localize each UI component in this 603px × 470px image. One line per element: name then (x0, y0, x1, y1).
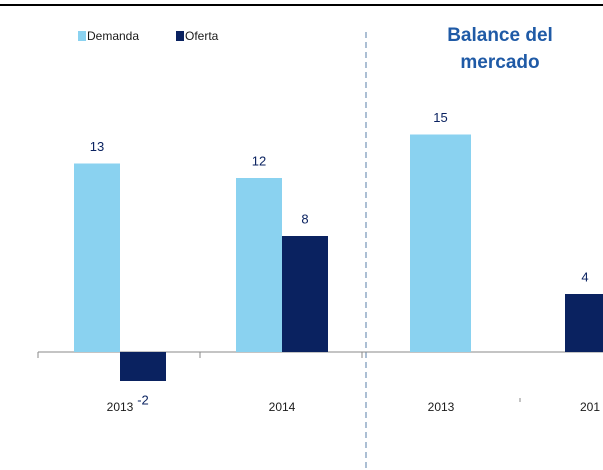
chart-title: Balance del mercado (447, 25, 553, 73)
legend-swatch (176, 31, 184, 41)
legend-label: Demanda (87, 29, 139, 43)
x-tick-label: 2013 (428, 400, 455, 414)
bar (74, 163, 120, 352)
bar (282, 236, 328, 352)
bar (236, 178, 282, 352)
x-tick-label: 2014 (269, 400, 296, 414)
value-label: 12 (252, 153, 266, 168)
value-label: 15 (433, 110, 447, 125)
legend-label: Oferta (185, 29, 219, 43)
x-tick-label: 2013 (107, 400, 134, 414)
value-label: 8 (301, 211, 308, 226)
x-tick-label: 201 (580, 400, 600, 414)
bar (120, 352, 166, 381)
value-label: -2 (137, 392, 149, 407)
bar (565, 294, 603, 352)
value-label: 4 (581, 269, 588, 284)
bar (410, 134, 471, 352)
legend-swatch (78, 31, 86, 41)
value-label: 13 (90, 139, 104, 154)
